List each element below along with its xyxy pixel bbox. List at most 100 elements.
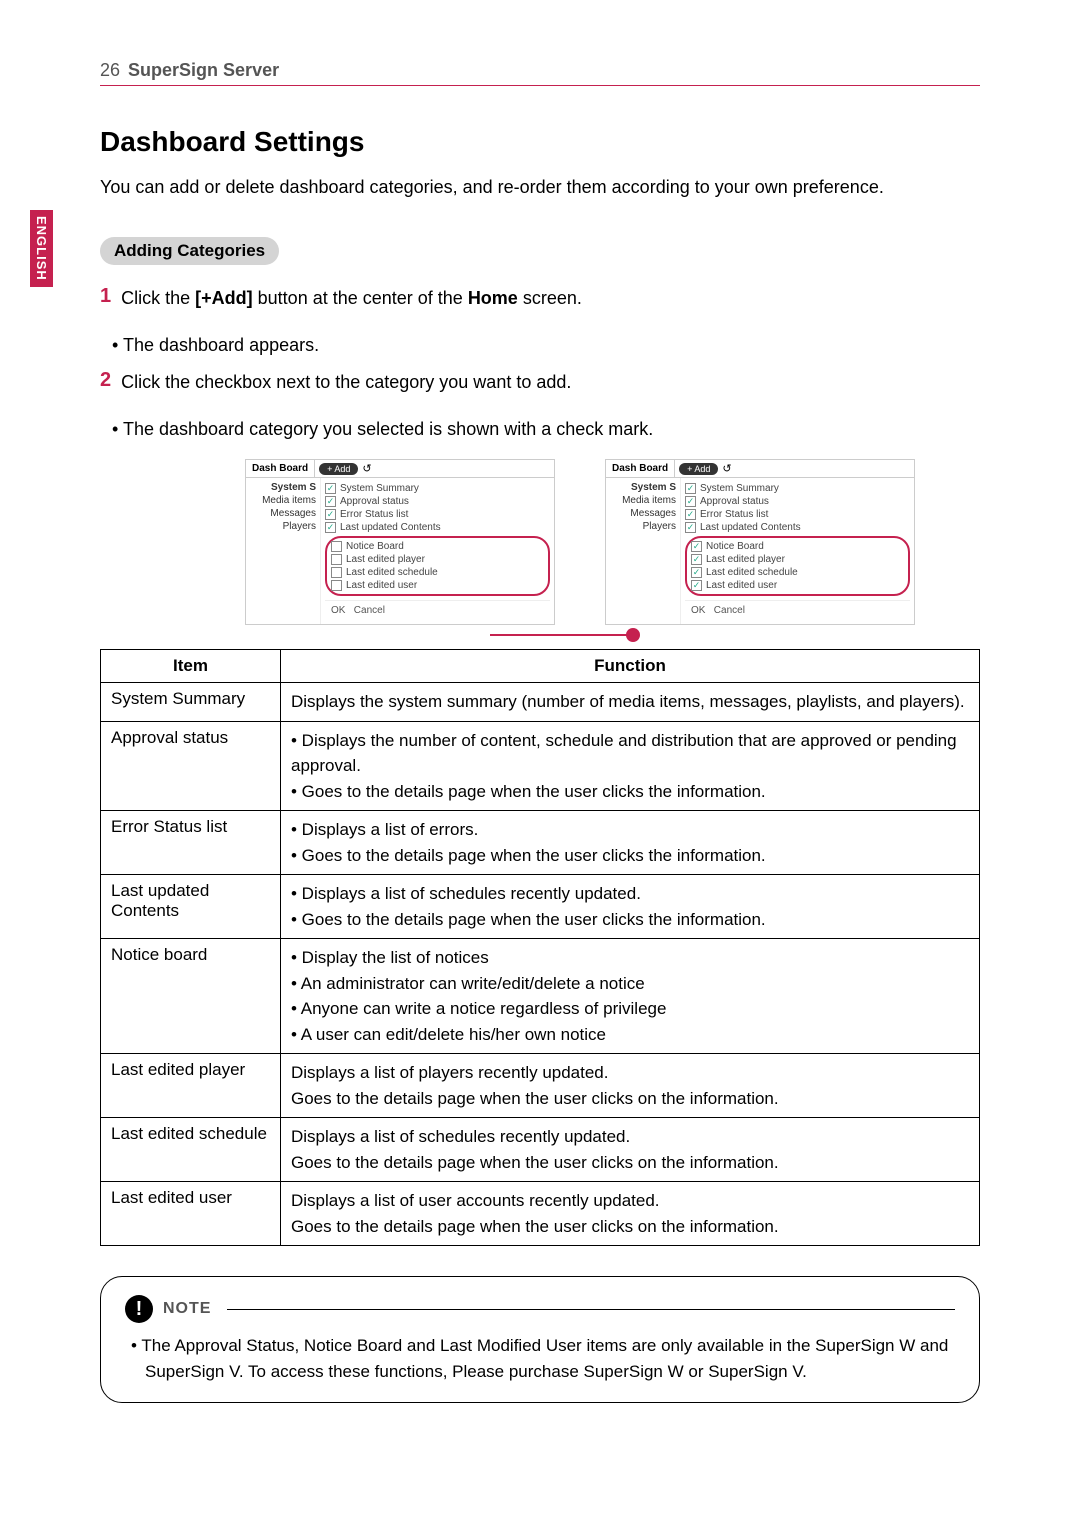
step-number: 2 (100, 369, 111, 392)
intro-text: You can add or delete dashboard categori… (100, 174, 980, 201)
table-cell-function: • Displays a list of errors.• Goes to th… (281, 811, 980, 875)
checkbox-icon[interactable]: ✓ (325, 496, 336, 507)
shot-body: System S Media items Messages Players ✓S… (246, 478, 554, 624)
checkbox-icon[interactable]: ✓ (685, 522, 696, 533)
function-line: Goes to the details page when the user c… (291, 1214, 969, 1240)
checkbox-icon[interactable] (331, 541, 342, 552)
page-title: Dashboard Settings (100, 126, 980, 158)
refresh-icon[interactable]: ↺ (362, 462, 371, 475)
shot-nav: System S Media items Messages Players (606, 478, 680, 624)
nav-item[interactable]: Players (608, 521, 676, 532)
nav-item[interactable]: Messages (248, 508, 316, 519)
dashboard-tab[interactable]: Dash Board (606, 460, 675, 477)
checkbox-icon[interactable]: ✓ (691, 580, 702, 591)
list-item[interactable]: ✓Last edited schedule (691, 566, 904, 579)
list-item[interactable]: ✓Last updated Contents (325, 521, 550, 534)
list-item[interactable]: ✓Error Status list (325, 508, 550, 521)
checkbox-icon[interactable]: ✓ (325, 509, 336, 520)
shot-nav: System S Media items Messages Players (246, 478, 320, 624)
table-cell-function: • Displays a list of schedules recently … (281, 875, 980, 939)
arrow-line-icon (490, 634, 630, 636)
step-text: Click the [+Add] button at the center of… (121, 285, 980, 312)
checkbox-icon[interactable]: ✓ (325, 522, 336, 533)
checkbox-icon[interactable]: ✓ (691, 541, 702, 552)
ok-button[interactable]: OK (331, 605, 345, 616)
cancel-button[interactable]: Cancel (714, 605, 745, 616)
header-title: SuperSign Server (128, 60, 279, 81)
function-line: • Goes to the details page when the user… (291, 907, 969, 933)
checkbox-icon[interactable]: ✓ (691, 567, 702, 578)
table-cell-function: Displays a list of user accounts recentl… (281, 1182, 980, 1246)
table-header-row: Item Function (101, 650, 980, 683)
function-line: • Displays a list of schedules recently … (291, 881, 969, 907)
function-line: • Displays a list of errors. (291, 817, 969, 843)
table-cell-item: Notice board (101, 939, 281, 1054)
add-button[interactable]: + Add (319, 463, 358, 475)
note-text: The Approval Status, Notice Board and La… (125, 1333, 955, 1384)
list-item[interactable]: Last edited player (331, 553, 544, 566)
add-button[interactable]: + Add (679, 463, 718, 475)
ok-button[interactable]: OK (691, 605, 705, 616)
list-item[interactable]: Last edited schedule (331, 566, 544, 579)
checkbox-icon[interactable] (331, 567, 342, 578)
checkbox-icon[interactable]: ✓ (691, 554, 702, 565)
list-item[interactable]: ✓System Summary (685, 482, 910, 495)
function-line: Goes to the details page when the user c… (291, 1086, 969, 1112)
list-item[interactable]: ✓Approval status (325, 495, 550, 508)
list-item[interactable]: ✓System Summary (325, 482, 550, 495)
page-header: 26 SuperSign Server (100, 60, 980, 86)
function-line: Goes to the details page when the user c… (291, 1150, 969, 1176)
nav-item[interactable]: System S (248, 482, 316, 493)
checkbox-icon[interactable]: ✓ (685, 483, 696, 494)
step-2: 2 Click the checkbox next to the categor… (100, 369, 980, 396)
list-item[interactable]: ✓Error Status list (685, 508, 910, 521)
shot-list: ✓System Summary ✓Approval status ✓Error … (320, 478, 554, 624)
screenshot-before: Dash Board + Add ↺ System S Media items … (245, 459, 555, 625)
checkbox-icon[interactable]: ✓ (685, 496, 696, 507)
table-row: Error Status list• Displays a list of er… (101, 811, 980, 875)
shot-tabs: Dash Board + Add ↺ (606, 460, 914, 478)
table-row: System SummaryDisplays the system summar… (101, 683, 980, 722)
steps-list: 1 Click the [+Add] button at the center … (100, 285, 980, 312)
refresh-icon[interactable]: ↺ (722, 462, 731, 475)
nav-item[interactable]: Media items (608, 495, 676, 506)
step-1-sub: The dashboard appears. (126, 332, 980, 359)
nav-item[interactable]: Media items (248, 495, 316, 506)
list-item[interactable]: ✓Last edited player (691, 553, 904, 566)
list-item[interactable]: ✓Last edited user (691, 579, 904, 592)
list-item[interactable]: ✓Last updated Contents (685, 521, 910, 534)
shot-body: System S Media items Messages Players ✓S… (606, 478, 914, 624)
nav-item[interactable]: Messages (608, 508, 676, 519)
shot-tabs: Dash Board + Add ↺ (246, 460, 554, 478)
function-line: • An administrator can write/edit/delete… (291, 971, 969, 997)
checkbox-icon[interactable] (331, 580, 342, 591)
section-heading: Adding Categories (100, 237, 279, 265)
nav-item[interactable]: System S (608, 482, 676, 493)
page-content: 26 SuperSign Server Dashboard Settings Y… (0, 0, 1080, 1463)
arrow-dot-icon (626, 628, 640, 642)
list-item[interactable]: ✓Approval status (685, 495, 910, 508)
table-row: Last edited playerDisplays a list of pla… (101, 1054, 980, 1118)
function-line: Displays a list of players recently upda… (291, 1060, 969, 1086)
table-row: Last edited userDisplays a list of user … (101, 1182, 980, 1246)
table-cell-item: Error Status list (101, 811, 281, 875)
step-1: 1 Click the [+Add] button at the center … (100, 285, 980, 312)
cancel-button[interactable]: Cancel (354, 605, 385, 616)
nav-item[interactable]: Players (248, 521, 316, 532)
checkbox-icon[interactable]: ✓ (685, 509, 696, 520)
list-item[interactable]: ✓Notice Board (691, 540, 904, 553)
function-line: • Anyone can write a notice regardless o… (291, 996, 969, 1022)
checkbox-icon[interactable]: ✓ (325, 483, 336, 494)
function-line: • A user can edit/delete his/her own not… (291, 1022, 969, 1048)
table-cell-function: Displays a list of players recently upda… (281, 1054, 980, 1118)
list-item[interactable]: Last edited user (331, 579, 544, 592)
checkbox-icon[interactable] (331, 554, 342, 565)
table-header-item: Item (101, 650, 281, 683)
page-number: 26 (100, 60, 120, 81)
step-2-sub: The dashboard category you selected is s… (126, 416, 980, 443)
list-item[interactable]: Notice Board (331, 540, 544, 553)
table-cell-function: Displays the system summary (number of m… (281, 683, 980, 722)
table-row: Last edited scheduleDisplays a list of s… (101, 1118, 980, 1182)
dashboard-tab[interactable]: Dash Board (246, 460, 315, 477)
note-header: ! NOTE (125, 1295, 955, 1323)
